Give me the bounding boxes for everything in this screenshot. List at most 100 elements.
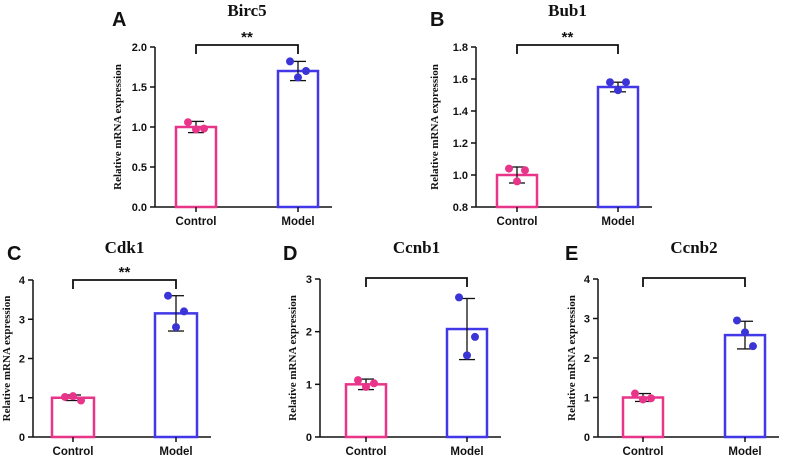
data-point (463, 351, 471, 360)
y-tick-label: 2 (584, 353, 590, 365)
y-tick-label: 0.5 (132, 162, 147, 174)
y-axis-label: Relative mRNA expression (1, 296, 13, 422)
data-point (354, 376, 362, 385)
data-point (471, 332, 479, 341)
bar-control (344, 383, 388, 439)
data-point (77, 396, 85, 405)
y-tick-label: 3 (306, 274, 312, 286)
data-point (521, 166, 529, 175)
data-point (370, 379, 378, 388)
chart-title: Ccnb1 (393, 238, 440, 257)
y-tick-label: 2 (306, 327, 312, 339)
data-point (622, 78, 630, 87)
y-axis-label: Relative mRNA expression (287, 295, 299, 421)
x-category-label: Control (346, 446, 387, 458)
y-tick-label: 1 (584, 393, 590, 405)
bar-model (723, 333, 767, 439)
y-tick-label: 1 (19, 393, 25, 405)
data-point (362, 382, 370, 391)
y-tick-label: 3 (19, 314, 25, 326)
data-point (200, 124, 208, 133)
y-tick-label: 2 (19, 354, 25, 366)
panel-letter: E (565, 243, 578, 265)
panel-letter: B (430, 9, 444, 31)
bar-model (276, 69, 320, 209)
y-tick-label: 3 (584, 314, 590, 326)
significance-bracket (516, 44, 619, 54)
data-point (180, 307, 188, 316)
panel-letter: C (7, 243, 21, 265)
chart-title: Bub1 (548, 1, 587, 20)
panel-d: D Ccnb1 Relative mRNA expression 0 1 2 3 Contro… (283, 238, 501, 458)
y-tick-label: 4 (19, 275, 26, 287)
y-axis-label: Relative mRNA expression (112, 64, 124, 190)
data-point (184, 118, 192, 127)
data-point (294, 73, 302, 82)
y-tick-label: 0.8 (453, 202, 468, 214)
data-point (741, 328, 749, 337)
data-point (69, 392, 77, 401)
x-category-label: Model (601, 216, 634, 228)
data-point (513, 177, 521, 186)
data-point (647, 394, 655, 403)
bar-control (621, 396, 665, 439)
data-point (302, 67, 310, 75)
bar-model (596, 85, 640, 209)
data-point (631, 389, 639, 398)
x-category-label: Model (159, 446, 192, 458)
x-category-label: Control (176, 216, 217, 228)
y-axis-label: Relative mRNA expression (566, 295, 578, 421)
y-tick-label: 0 (584, 432, 590, 444)
y-tick-label: 0 (306, 432, 312, 444)
data-point (164, 291, 172, 300)
y-tick-label: 1 (306, 379, 312, 391)
y-tick-label: 2.0 (132, 42, 147, 54)
bar-control (174, 125, 218, 209)
chart-title: Cdk1 (105, 238, 145, 257)
y-tick-label: 1.2 (453, 138, 468, 150)
y-tick-label: 1.0 (453, 170, 468, 182)
y-tick-label: 4 (584, 274, 591, 286)
significance-bracket (195, 44, 299, 54)
x-category-label: Model (450, 446, 483, 458)
y-tick-label: 1.5 (132, 82, 147, 94)
y-tick-label: 1.6 (453, 74, 468, 86)
panel-letter: A (112, 9, 126, 31)
panel-a: A Birc5 Relative mRNA expression 0.0 0.5 1.0 1… (112, 1, 332, 228)
significance-bracket (642, 277, 746, 287)
data-point (639, 395, 647, 404)
chart-title: Ccnb2 (670, 238, 717, 257)
significance-bracket (72, 279, 177, 289)
x-category-label: Model (281, 216, 314, 228)
x-category-label: Control (53, 446, 94, 458)
data-point (733, 316, 741, 325)
significance-label: ** (119, 264, 131, 281)
data-point (455, 293, 463, 302)
data-point (614, 86, 622, 95)
bar-control (50, 396, 96, 439)
data-point (505, 164, 513, 173)
significance-bracket (365, 277, 468, 287)
y-tick-label: 1.0 (132, 122, 147, 134)
y-tick-label: 1.8 (453, 42, 468, 54)
significance-label: ** (562, 29, 574, 46)
y-axis-label: Relative mRNA expression (429, 64, 441, 190)
x-category-label: Control (497, 216, 538, 228)
significance-label: ** (241, 29, 253, 46)
data-point (61, 392, 69, 401)
bar-model (153, 312, 199, 439)
data-point (192, 125, 200, 134)
y-tick-label: 1.4 (453, 106, 469, 118)
data-point (749, 342, 757, 351)
panel-c: C Cdk1 Relative mRNA expression 0 1 2 3 4 Contro… (1, 238, 211, 458)
data-point (606, 78, 614, 87)
x-category-label: Control (623, 446, 664, 458)
chart-title: Birc5 (227, 1, 266, 20)
y-tick-label: 0 (19, 432, 25, 444)
data-point (286, 57, 294, 66)
y-tick-label: 0.0 (132, 202, 147, 214)
x-category-label: Model (728, 446, 761, 458)
panel-b: B Bub1 Relative mRNA expression 0.8 1.0 1.2 1.… (429, 1, 652, 228)
data-point (172, 323, 180, 332)
